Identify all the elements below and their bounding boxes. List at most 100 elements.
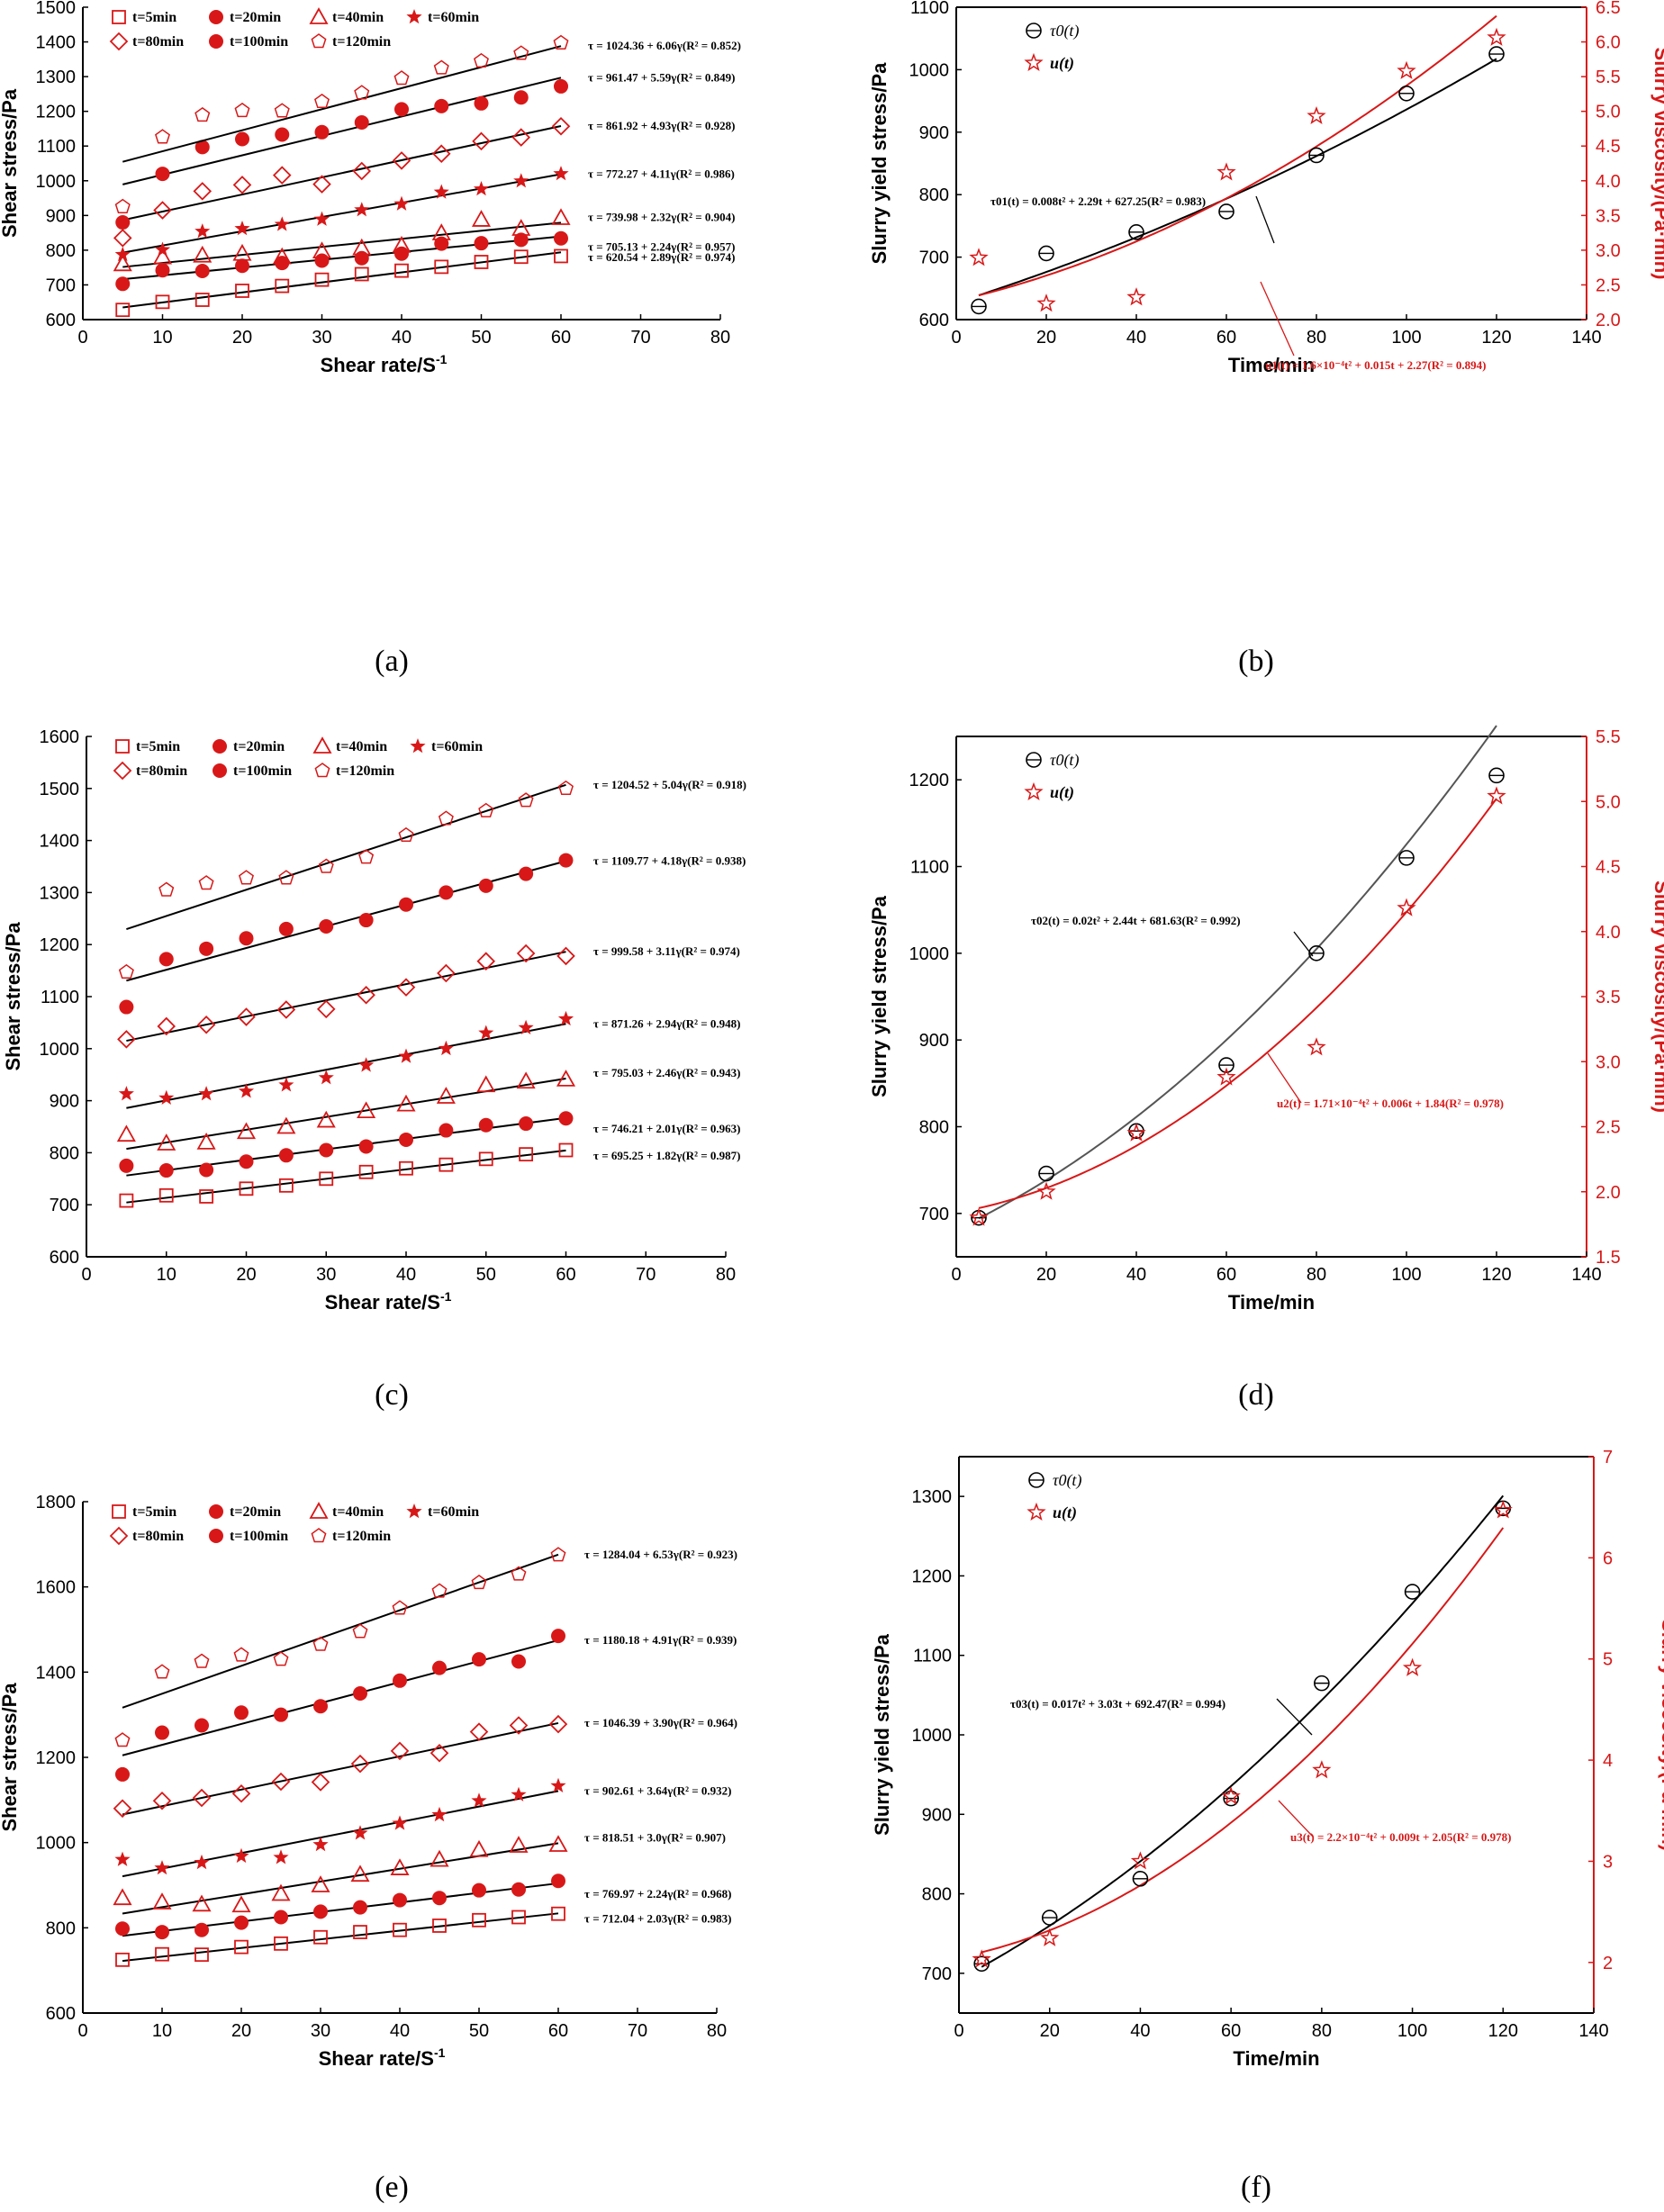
legend-label: t=100min	[230, 1529, 288, 1544]
x-tick-label: 20	[1036, 1265, 1056, 1285]
legend-label: t=5min	[136, 739, 180, 754]
legend-label: t=120min	[336, 763, 394, 779]
fit-line	[126, 1116, 566, 1177]
yield-fit-curve	[978, 58, 1497, 296]
data-point	[314, 272, 330, 287]
x-tick-label: 40	[1130, 2021, 1150, 2041]
legend-label: t=120min	[332, 1529, 391, 1544]
data-point	[158, 1089, 175, 1105]
viscosity-point	[969, 248, 989, 266]
data-point	[115, 302, 131, 318]
data-point	[274, 1936, 288, 1951]
y-tick-label: 800	[46, 241, 76, 261]
fit-line	[122, 124, 562, 221]
y-tick-label: 1600	[40, 727, 80, 747]
data-point	[390, 1858, 410, 1875]
data-point	[516, 1071, 536, 1089]
data-point	[194, 140, 210, 155]
equation-label: τ = 1024.36 + 6.06γ(R² = 0.852)	[588, 39, 741, 52]
y-tick-label: 1000	[909, 60, 950, 80]
data-point	[319, 1171, 334, 1187]
x-tick-label: 20	[236, 1265, 256, 1285]
chart-c: 0 10 20 30 40 50 60 70 80 600 700 800 900 1000 1100 120…	[2, 727, 746, 1314]
data-point	[114, 246, 131, 262]
y-axis-label: Shear stress/Pa	[2, 922, 24, 1071]
y2-tick-label: 3.0	[1596, 1052, 1621, 1072]
legend-label: t=60min	[431, 739, 483, 754]
y-tick-label: 1300	[40, 883, 80, 903]
y2-tick-label: 5	[1603, 1650, 1613, 1670]
equation-label: τ = 769.97 + 2.24γ(R² = 0.968)	[584, 1887, 732, 1901]
data-point	[231, 1895, 251, 1913]
y2-tick-label: 3.0	[1596, 241, 1621, 261]
data-point	[199, 1189, 214, 1204]
panel-label-d: (d)	[1238, 1378, 1274, 1412]
data-point	[439, 885, 454, 900]
data-point	[234, 1915, 249, 1930]
data-point	[152, 1792, 172, 1810]
data-point	[392, 151, 411, 170]
data-point	[313, 1904, 328, 1919]
x-tick-label: 60	[548, 2021, 568, 2041]
x-tick-label: 10	[152, 328, 172, 348]
data-point	[313, 1929, 328, 1945]
x-tick-label: 50	[471, 328, 491, 348]
yield-equation: τ01(t) = 0.008t² + 2.29t + 627.25(R² = 0…	[990, 194, 1206, 208]
viscosity-point	[969, 1207, 989, 1226]
viscosity-fit-curve	[981, 1527, 1505, 1954]
data-point	[314, 253, 330, 268]
viscosity-equation: u1(t) = 1.6×10⁻⁴t² + 0.015t + 2.27(R² = …	[1265, 358, 1487, 372]
y-tick-label: 1200	[36, 1748, 77, 1768]
viscosity-point	[1036, 293, 1056, 312]
data-point	[433, 184, 449, 199]
y-tick-label: 1000	[909, 944, 950, 964]
x-axis-label-sup: -1	[436, 352, 448, 366]
data-point	[513, 232, 529, 248]
y-tick-label: 600	[50, 1248, 79, 1268]
data-point	[432, 1891, 447, 1906]
data-point	[553, 166, 569, 181]
equation-label: τ = 620.54 + 2.89γ(R² = 0.974)	[588, 250, 736, 264]
y2-tick-label: 4	[1603, 1751, 1613, 1771]
data-point	[154, 1664, 170, 1679]
chart-b: 0 20 40 60 80 100 120 140 600 700 800 900 1000 1100 2.…	[868, 0, 1664, 376]
y2-axis-label: Slurry viscosity/(Pa·min)	[1658, 1619, 1664, 1851]
y-tick-label: 1200	[909, 771, 950, 790]
legend-marker	[115, 739, 130, 754]
data-point	[153, 201, 172, 220]
series-t=20min: τ = 746.21 + 2.01γ(R² = 0.963)	[119, 1111, 741, 1178]
data-point	[312, 1837, 329, 1852]
y2-tick-label: 2.0	[1596, 311, 1621, 330]
yield-leader-line	[1255, 195, 1275, 244]
y2-axis-label: Slurry viscosity/(Pa·min)	[1650, 48, 1664, 280]
y-tick-label: 1400	[36, 1663, 77, 1683]
data-point	[393, 195, 410, 211]
y-tick-label: 900	[919, 1031, 949, 1051]
y-tick-label: 600	[46, 2004, 76, 2024]
x-tick-label: 20	[231, 2021, 251, 2041]
data-point	[392, 236, 411, 253]
data-point	[551, 116, 571, 136]
legend: τ0(t) u(t)	[1024, 751, 1079, 802]
data-point	[392, 1600, 408, 1615]
data-point	[352, 238, 372, 256]
equations: τ02(t) = 0.02t² + 2.44t + 681.63(R² = 0.…	[1031, 914, 1504, 1110]
data-point	[353, 1900, 367, 1915]
y-tick-label: 1000	[36, 172, 77, 192]
equation-label: τ = 712.04 + 2.03γ(R² = 0.983)	[584, 1911, 732, 1925]
data-point	[157, 1133, 176, 1151]
data-point	[273, 1651, 289, 1666]
series-t=100min: τ = 961.47 + 5.59γ(R² = 0.849)	[115, 70, 736, 230]
y2-axis-label: Slurry viscosity/(Pa·min)	[1650, 880, 1664, 1113]
data-point	[518, 792, 534, 808]
data-point	[434, 236, 449, 251]
series-t=80min: τ = 861.92 + 4.93γ(R² = 0.928)	[113, 116, 736, 248]
y-tick-label: 1200	[36, 103, 77, 122]
fit-line	[122, 1639, 559, 1756]
y-tick-label: 1000	[912, 1726, 953, 1746]
y2-tick-label: 5.5	[1596, 727, 1621, 747]
data-point	[558, 1142, 574, 1158]
data-point	[233, 1847, 249, 1864]
yield-leader-line	[1276, 1698, 1313, 1736]
y-axis-label: Slurry yield stress/Pa	[868, 62, 891, 265]
